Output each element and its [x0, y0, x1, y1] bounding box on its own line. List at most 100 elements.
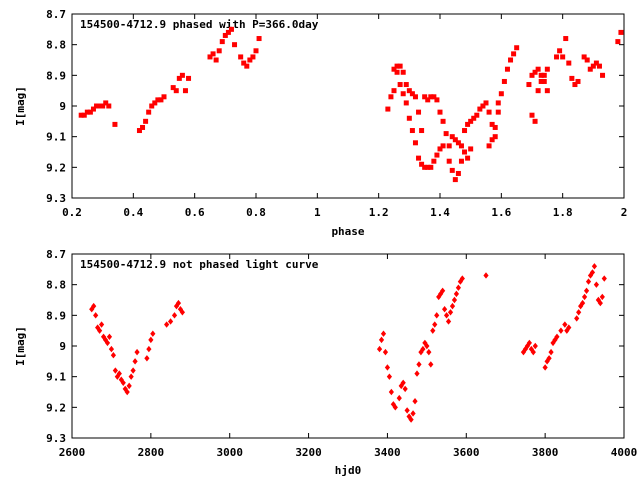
data-point: [416, 155, 422, 161]
data-point: [440, 118, 446, 124]
data-point: [440, 143, 446, 149]
data-point: [130, 367, 136, 374]
data-point: [120, 379, 126, 386]
data-point: [244, 63, 250, 69]
data-point: [530, 348, 536, 356]
data-point: [412, 94, 418, 100]
data-point: [409, 91, 415, 97]
data-point: [596, 63, 602, 69]
x-tick-label: 2600: [59, 446, 86, 459]
data-point: [84, 109, 90, 115]
data-point: [550, 339, 556, 347]
data-point: [554, 54, 560, 60]
data-point: [459, 275, 465, 282]
x-axis-label: hjd0: [335, 464, 362, 477]
data-point: [483, 272, 489, 279]
data-point: [457, 278, 463, 285]
data-point: [170, 85, 176, 91]
y-tick-label: 9.2: [46, 401, 66, 414]
data-point: [446, 158, 452, 164]
x-tick-label: 2800: [138, 446, 165, 459]
x-tick-label: 4000: [611, 446, 638, 459]
data-point: [150, 330, 156, 337]
data-point: [495, 100, 501, 106]
data-point: [219, 39, 225, 45]
data-point: [416, 109, 422, 115]
data-point: [382, 348, 389, 356]
data-point: [589, 269, 596, 276]
data-point: [388, 388, 394, 396]
data-point: [98, 321, 105, 328]
data-point: [452, 137, 458, 143]
data-point: [402, 385, 408, 393]
data-point: [134, 348, 140, 356]
data-point: [451, 296, 458, 304]
data-point: [419, 128, 425, 134]
data-point: [495, 109, 501, 115]
data-point: [216, 48, 222, 54]
data-point: [186, 75, 192, 81]
data-point: [458, 143, 464, 149]
data-point: [591, 263, 598, 270]
data-point: [453, 290, 460, 298]
data-point: [546, 355, 552, 362]
data-point: [390, 401, 396, 408]
y-tick-label: 8.9: [46, 69, 66, 82]
data-point: [449, 167, 455, 173]
data-point: [400, 69, 406, 75]
data-point: [434, 97, 440, 103]
data-point: [458, 158, 464, 164]
data-point: [207, 54, 213, 60]
data-point: [437, 146, 443, 152]
data-point: [574, 315, 580, 322]
data-point: [480, 103, 486, 109]
data-point: [566, 60, 572, 66]
data-point: [492, 124, 498, 130]
data-point: [182, 88, 188, 94]
data-point: [452, 177, 458, 183]
data-point: [581, 293, 588, 301]
data-point: [562, 321, 568, 328]
x-tick-label: 1.4: [430, 206, 450, 219]
data-point: [146, 345, 152, 353]
data-point: [528, 345, 534, 353]
data-point: [447, 309, 454, 316]
data-point: [424, 342, 430, 350]
data-point: [590, 63, 596, 69]
data-point: [538, 72, 544, 78]
data-point: [498, 91, 504, 97]
data-point: [529, 112, 535, 118]
data-point: [94, 103, 100, 109]
data-point: [394, 63, 400, 69]
data-point: [595, 296, 601, 304]
data-point: [155, 97, 161, 103]
data-point: [164, 321, 170, 328]
data-point: [601, 275, 607, 282]
data-point: [436, 293, 442, 301]
data-point: [535, 66, 541, 72]
data-point: [403, 82, 409, 88]
data-point: [430, 327, 436, 334]
data-point: [599, 293, 605, 301]
data-point: [391, 66, 397, 72]
chart-title: 154500-4712.9 not phased light curve: [80, 258, 319, 271]
data-point: [400, 91, 406, 97]
data-point: [581, 54, 587, 60]
data-point: [557, 48, 563, 54]
data-point: [104, 339, 111, 347]
data-point: [600, 72, 606, 78]
data-point: [238, 54, 244, 60]
y-tick-label: 9.1: [46, 371, 66, 384]
phased-light-curve-panel: 0.2 0.4 0.6 0.8 1 1.2 1.4 1.6 1.8 2 8.7 8.8 8.9 9 9.1 9…: [14, 8, 627, 238]
data-point: [440, 287, 446, 294]
data-point: [376, 345, 383, 353]
data-point: [585, 278, 592, 285]
data-point: [455, 284, 461, 291]
data-point: [253, 48, 259, 54]
x-tick-label: 1.2: [369, 206, 389, 219]
data-point: [378, 336, 385, 344]
y-tick-label: 9: [59, 340, 66, 353]
y-axis-label: I[mag]: [14, 86, 27, 126]
data-point: [455, 170, 461, 176]
data-point: [587, 66, 593, 72]
